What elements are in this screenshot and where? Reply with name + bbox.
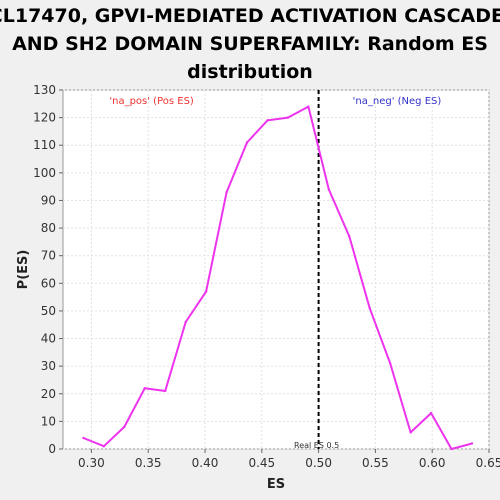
y-tick-label: 40	[41, 332, 56, 346]
y-tick-label: 130	[33, 83, 56, 97]
title-line-2: AND SH2 DOMAIN SUPERFAMILY: Random ES	[12, 33, 488, 55]
x-tick-label: 0.65	[476, 456, 500, 470]
x-tick-label: 0.60	[419, 456, 446, 470]
x-axis: 0.30 0.35 0.40 0.45 0.50 0.55 0.60 0.65	[78, 449, 500, 470]
data-point	[245, 141, 249, 144]
data-point	[164, 389, 167, 393]
y-axis: 0 10 20 30 40 50 60 70 80 90 100 110 120 130	[33, 83, 63, 456]
data-point	[184, 320, 187, 324]
data-point	[327, 188, 331, 191]
y-tick-label: 50	[41, 304, 56, 318]
plot-area	[62, 89, 490, 450]
y-tick-label: 110	[33, 138, 56, 152]
es-distribution-line	[83, 105, 473, 450]
data-point	[266, 119, 269, 122]
x-tick-label: 0.45	[248, 456, 275, 470]
data-point	[307, 105, 310, 108]
x-tick-label: 0.40	[192, 456, 219, 470]
y-tick-label: 30	[41, 359, 56, 373]
data-point	[143, 387, 146, 390]
data-point	[82, 436, 85, 440]
data-point	[286, 116, 290, 119]
series-layer	[82, 105, 474, 451]
y-tick-label: 10	[41, 414, 56, 428]
data-point	[450, 447, 453, 451]
y-tick-label: 90	[41, 193, 56, 207]
real-es-label: Real ES 0.5	[294, 441, 339, 450]
y-tick-label: 100	[33, 166, 56, 180]
x-axis-label: ES	[267, 477, 285, 492]
y-tick-label: 0	[48, 442, 56, 456]
chart-title: CL17470, GPVI-MEDIATED ACTIVATION CASCAD…	[0, 5, 500, 83]
data-point	[225, 190, 228, 194]
legend-pos-label: 'na_pos' (Pos ES)	[109, 96, 194, 107]
data-point	[348, 235, 351, 238]
y-tick-label: 70	[41, 249, 56, 263]
data-point	[368, 306, 371, 310]
y-tick-label: 80	[41, 221, 56, 235]
title-line-3: distribution	[187, 61, 313, 83]
data-point	[470, 442, 474, 445]
x-tick-label: 0.35	[135, 456, 162, 470]
y-tick-label: 120	[33, 111, 56, 125]
data-point	[409, 431, 412, 434]
y-axis-label: P(ES)	[16, 250, 31, 290]
x-tick-label: 0.50	[305, 456, 332, 470]
data-point	[388, 362, 392, 365]
data-point	[123, 425, 126, 429]
grid-lines	[63, 89, 490, 450]
legend-neg-label: 'na_neg' (Neg ES)	[353, 96, 442, 107]
data-point	[429, 411, 433, 415]
data-point	[102, 445, 106, 448]
x-tick-label: 0.55	[362, 456, 389, 470]
title-line-1: CL17470, GPVI-MEDIATED ACTIVATION CASCAD…	[0, 5, 500, 27]
data-point	[204, 290, 208, 293]
y-tick-label: 20	[41, 387, 56, 401]
x-tick-label: 0.30	[78, 456, 105, 470]
y-tick-label: 60	[41, 276, 56, 290]
